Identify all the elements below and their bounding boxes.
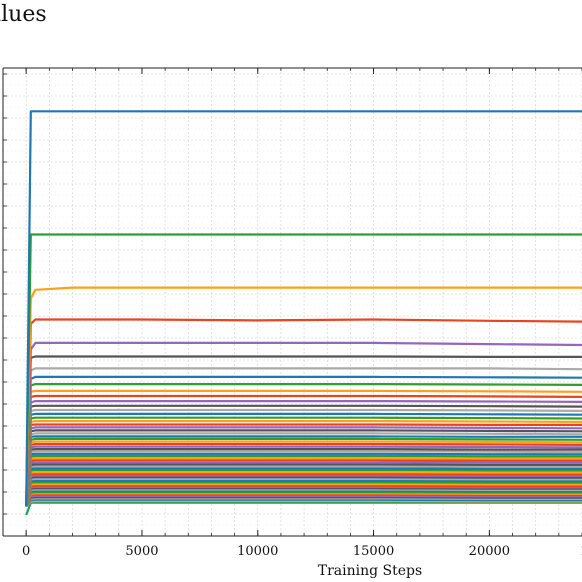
series-line bbox=[25, 488, 582, 507]
series-line bbox=[25, 450, 582, 507]
series-line bbox=[25, 110, 582, 507]
series-line bbox=[25, 375, 582, 507]
series-line bbox=[25, 461, 582, 507]
series-line bbox=[25, 286, 582, 507]
x-tick-label: 10000 bbox=[237, 544, 278, 559]
series-line bbox=[25, 491, 582, 507]
axes bbox=[2, 67, 582, 537]
series-line bbox=[25, 467, 582, 507]
series-line bbox=[25, 487, 582, 507]
series-line bbox=[25, 485, 582, 507]
series-line bbox=[25, 355, 582, 507]
series-line bbox=[25, 318, 582, 507]
series-line bbox=[25, 423, 582, 507]
series-line bbox=[25, 404, 582, 507]
series-line bbox=[25, 435, 582, 507]
series-line bbox=[25, 472, 582, 507]
series-line bbox=[25, 489, 582, 507]
series-line bbox=[25, 445, 582, 507]
series-line bbox=[25, 442, 582, 507]
series-line bbox=[25, 482, 582, 507]
series-line bbox=[25, 432, 582, 507]
series-line bbox=[25, 367, 582, 507]
series-line bbox=[25, 498, 582, 508]
series-line bbox=[25, 394, 582, 507]
series-line bbox=[25, 440, 582, 507]
series-line bbox=[25, 429, 582, 507]
series-line bbox=[25, 408, 582, 507]
series-line bbox=[25, 468, 582, 507]
series-line bbox=[25, 389, 582, 507]
series-line bbox=[25, 497, 582, 508]
series-line bbox=[25, 459, 582, 507]
series-line bbox=[25, 420, 582, 507]
series-line bbox=[25, 499, 582, 508]
series-line bbox=[25, 454, 582, 507]
series-line bbox=[25, 474, 582, 507]
x-tick-label: 2 bbox=[581, 544, 582, 559]
series-line bbox=[25, 471, 582, 507]
series-line bbox=[25, 233, 582, 507]
x-axis-label: Training Steps bbox=[318, 563, 422, 579]
series-line bbox=[25, 448, 582, 507]
series-line bbox=[25, 426, 582, 507]
x-tick-label: 20000 bbox=[469, 544, 510, 559]
series-line bbox=[25, 465, 582, 507]
series-line bbox=[25, 400, 582, 507]
series-lines bbox=[25, 110, 582, 516]
series-line bbox=[25, 492, 582, 507]
x-tick-label: 0 bbox=[22, 544, 30, 559]
series-line bbox=[25, 484, 582, 507]
series-line bbox=[25, 412, 582, 507]
series-line bbox=[25, 501, 582, 516]
tick-labels: 0 5000 10000 15000 20000 2 Training Steps bbox=[22, 544, 582, 579]
chart-title: alues bbox=[0, 2, 47, 27]
series-line bbox=[25, 481, 582, 507]
series-line bbox=[25, 437, 582, 507]
series-line bbox=[25, 476, 582, 507]
series-line bbox=[25, 477, 582, 507]
series-line bbox=[25, 479, 582, 507]
series-line bbox=[25, 494, 582, 507]
series-line bbox=[25, 452, 582, 507]
x-tick-label: 5000 bbox=[125, 544, 158, 559]
series-line bbox=[25, 493, 582, 507]
series-line bbox=[25, 496, 582, 508]
x-tick-label: 15000 bbox=[353, 544, 394, 559]
series-line bbox=[25, 457, 582, 507]
series-line bbox=[25, 341, 582, 507]
series-line bbox=[25, 416, 582, 507]
series-line bbox=[25, 463, 582, 507]
series-line bbox=[25, 383, 582, 507]
